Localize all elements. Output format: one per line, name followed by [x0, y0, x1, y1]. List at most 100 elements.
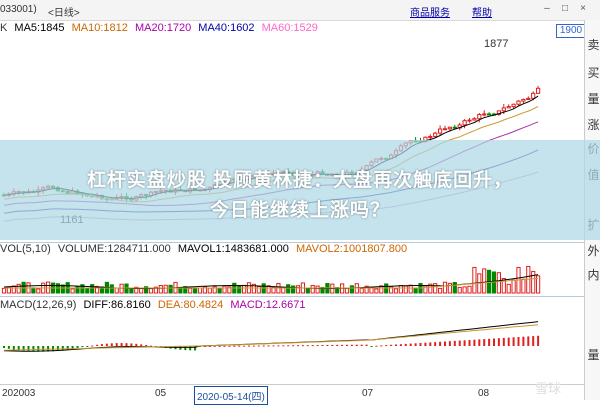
- volume-bar: [452, 281, 457, 294]
- candle-body: [477, 113, 482, 120]
- volume-bar: [433, 283, 438, 294]
- macd-bar: [404, 343, 407, 346]
- stock-code: 033001): [0, 4, 37, 15]
- volume-bar: [85, 288, 90, 294]
- macd-bar: [3, 346, 5, 348]
- minimize-button[interactable]: –: [544, 3, 550, 14]
- macd-bar: [478, 339, 481, 346]
- macd-bar: [248, 345, 250, 347]
- right-item-buy[interactable]: 买: [587, 66, 600, 80]
- ma20-label: MA20:1720: [134, 22, 192, 34]
- volume-bar: [36, 288, 41, 294]
- close-button[interactable]: ×: [580, 3, 586, 14]
- macd-bar: [7, 346, 10, 349]
- macd-bar: [213, 345, 216, 347]
- ma5-label: MA5:1845: [14, 22, 65, 34]
- x-axis-label: 202003: [2, 388, 36, 399]
- diff-label: DIFF:86.8160: [83, 299, 151, 311]
- candle-body: [536, 87, 541, 94]
- right-item-outer[interactable]: 外: [587, 244, 600, 258]
- volume-bar: [256, 285, 261, 294]
- ma60-label: MA60:1529: [261, 22, 318, 34]
- volume-bar: [398, 285, 403, 294]
- period-tab[interactable]: <日线>: [48, 8, 80, 19]
- volume-bar: [217, 287, 222, 294]
- macd-bar: [32, 346, 35, 352]
- volume-bar: [266, 285, 271, 294]
- volume-bar: [291, 285, 296, 294]
- volume-bar: [536, 275, 541, 294]
- volume-bar: [374, 288, 379, 294]
- maximize-button[interactable]: □: [561, 3, 569, 14]
- volume-bar: [511, 279, 516, 294]
- macd-bar: [267, 345, 270, 347]
- macd-bar: [424, 342, 427, 346]
- menu-item-help[interactable]: 帮助: [472, 8, 492, 19]
- macd-bar: [507, 337, 510, 346]
- volume-bar: [227, 286, 232, 294]
- menu-item-services[interactable]: 商品服务: [410, 8, 450, 19]
- candle-body: [496, 110, 501, 115]
- mavol2-label: MAVOL2:1001807.800: [295, 243, 408, 255]
- macd-bar: [483, 339, 486, 346]
- high-price-label: 1877: [484, 38, 509, 50]
- right-item-inner[interactable]: 内: [587, 268, 600, 282]
- ma40-label: MA40:1602: [198, 22, 255, 34]
- macd-value-label: MACD:12.6671: [230, 299, 306, 311]
- right-item-quantity[interactable]: 量: [587, 348, 600, 362]
- right-item-change[interactable]: 涨: [587, 118, 600, 132]
- volume-bar: [153, 286, 159, 294]
- diff-line: [3, 321, 539, 352]
- macd-bar: [297, 345, 299, 347]
- macd-bar: [473, 339, 476, 346]
- macd-bar: [208, 345, 211, 347]
- candle-body: [511, 103, 516, 108]
- watermark-logo: 雪球: [535, 381, 562, 396]
- macd-bar: [184, 346, 187, 351]
- volume-bar: [70, 288, 75, 294]
- macd-bar: [350, 344, 353, 346]
- candle-body: [433, 132, 438, 138]
- volume-bar: [163, 284, 168, 294]
- volume-bar: [506, 283, 511, 294]
- macd-bar: [336, 344, 339, 346]
- right-item-sell[interactable]: 卖: [587, 38, 600, 52]
- volume-bar: [109, 284, 114, 294]
- macd-bars-group: [3, 335, 540, 352]
- volume-bar: [237, 285, 242, 294]
- volume-bar: [315, 285, 320, 294]
- volume-bar: [144, 286, 149, 294]
- volume-bar: [295, 285, 301, 294]
- vol-label: VOL(5,10): [0, 243, 51, 255]
- macd-bar: [233, 345, 236, 347]
- volume-bar: [16, 283, 21, 294]
- volume-bar: [531, 270, 536, 294]
- x-axis-label: 05: [155, 388, 167, 399]
- candle-body: [462, 120, 467, 126]
- volume-bar: [359, 288, 364, 294]
- macd-bar: [91, 345, 94, 347]
- macd-chart[interactable]: [0, 296, 584, 384]
- macd-bar: [150, 345, 152, 347]
- macd-bar: [130, 343, 133, 346]
- volume-chart[interactable]: [0, 243, 584, 295]
- volume-bar: [467, 285, 472, 294]
- macd-bar: [453, 340, 456, 346]
- volume-bar: [129, 288, 134, 294]
- macd-bar: [360, 344, 363, 346]
- volume-bar: [408, 284, 413, 294]
- volume-bar: [496, 272, 501, 294]
- macd-bar: [287, 345, 290, 347]
- macd-bar: [96, 344, 99, 346]
- volume-bar: [60, 284, 65, 294]
- macd-bar: [71, 346, 74, 349]
- macd-bar: [194, 346, 197, 351]
- volume-bar: [457, 286, 462, 294]
- volume-value: VOLUME:1284711.000: [57, 243, 171, 255]
- macd-bar: [341, 344, 344, 346]
- macd-bar: [532, 336, 535, 346]
- volume-bar: [183, 286, 188, 294]
- right-item-volume[interactable]: 量: [587, 92, 600, 106]
- volume-bar: [403, 285, 408, 294]
- candle-body: [526, 97, 531, 100]
